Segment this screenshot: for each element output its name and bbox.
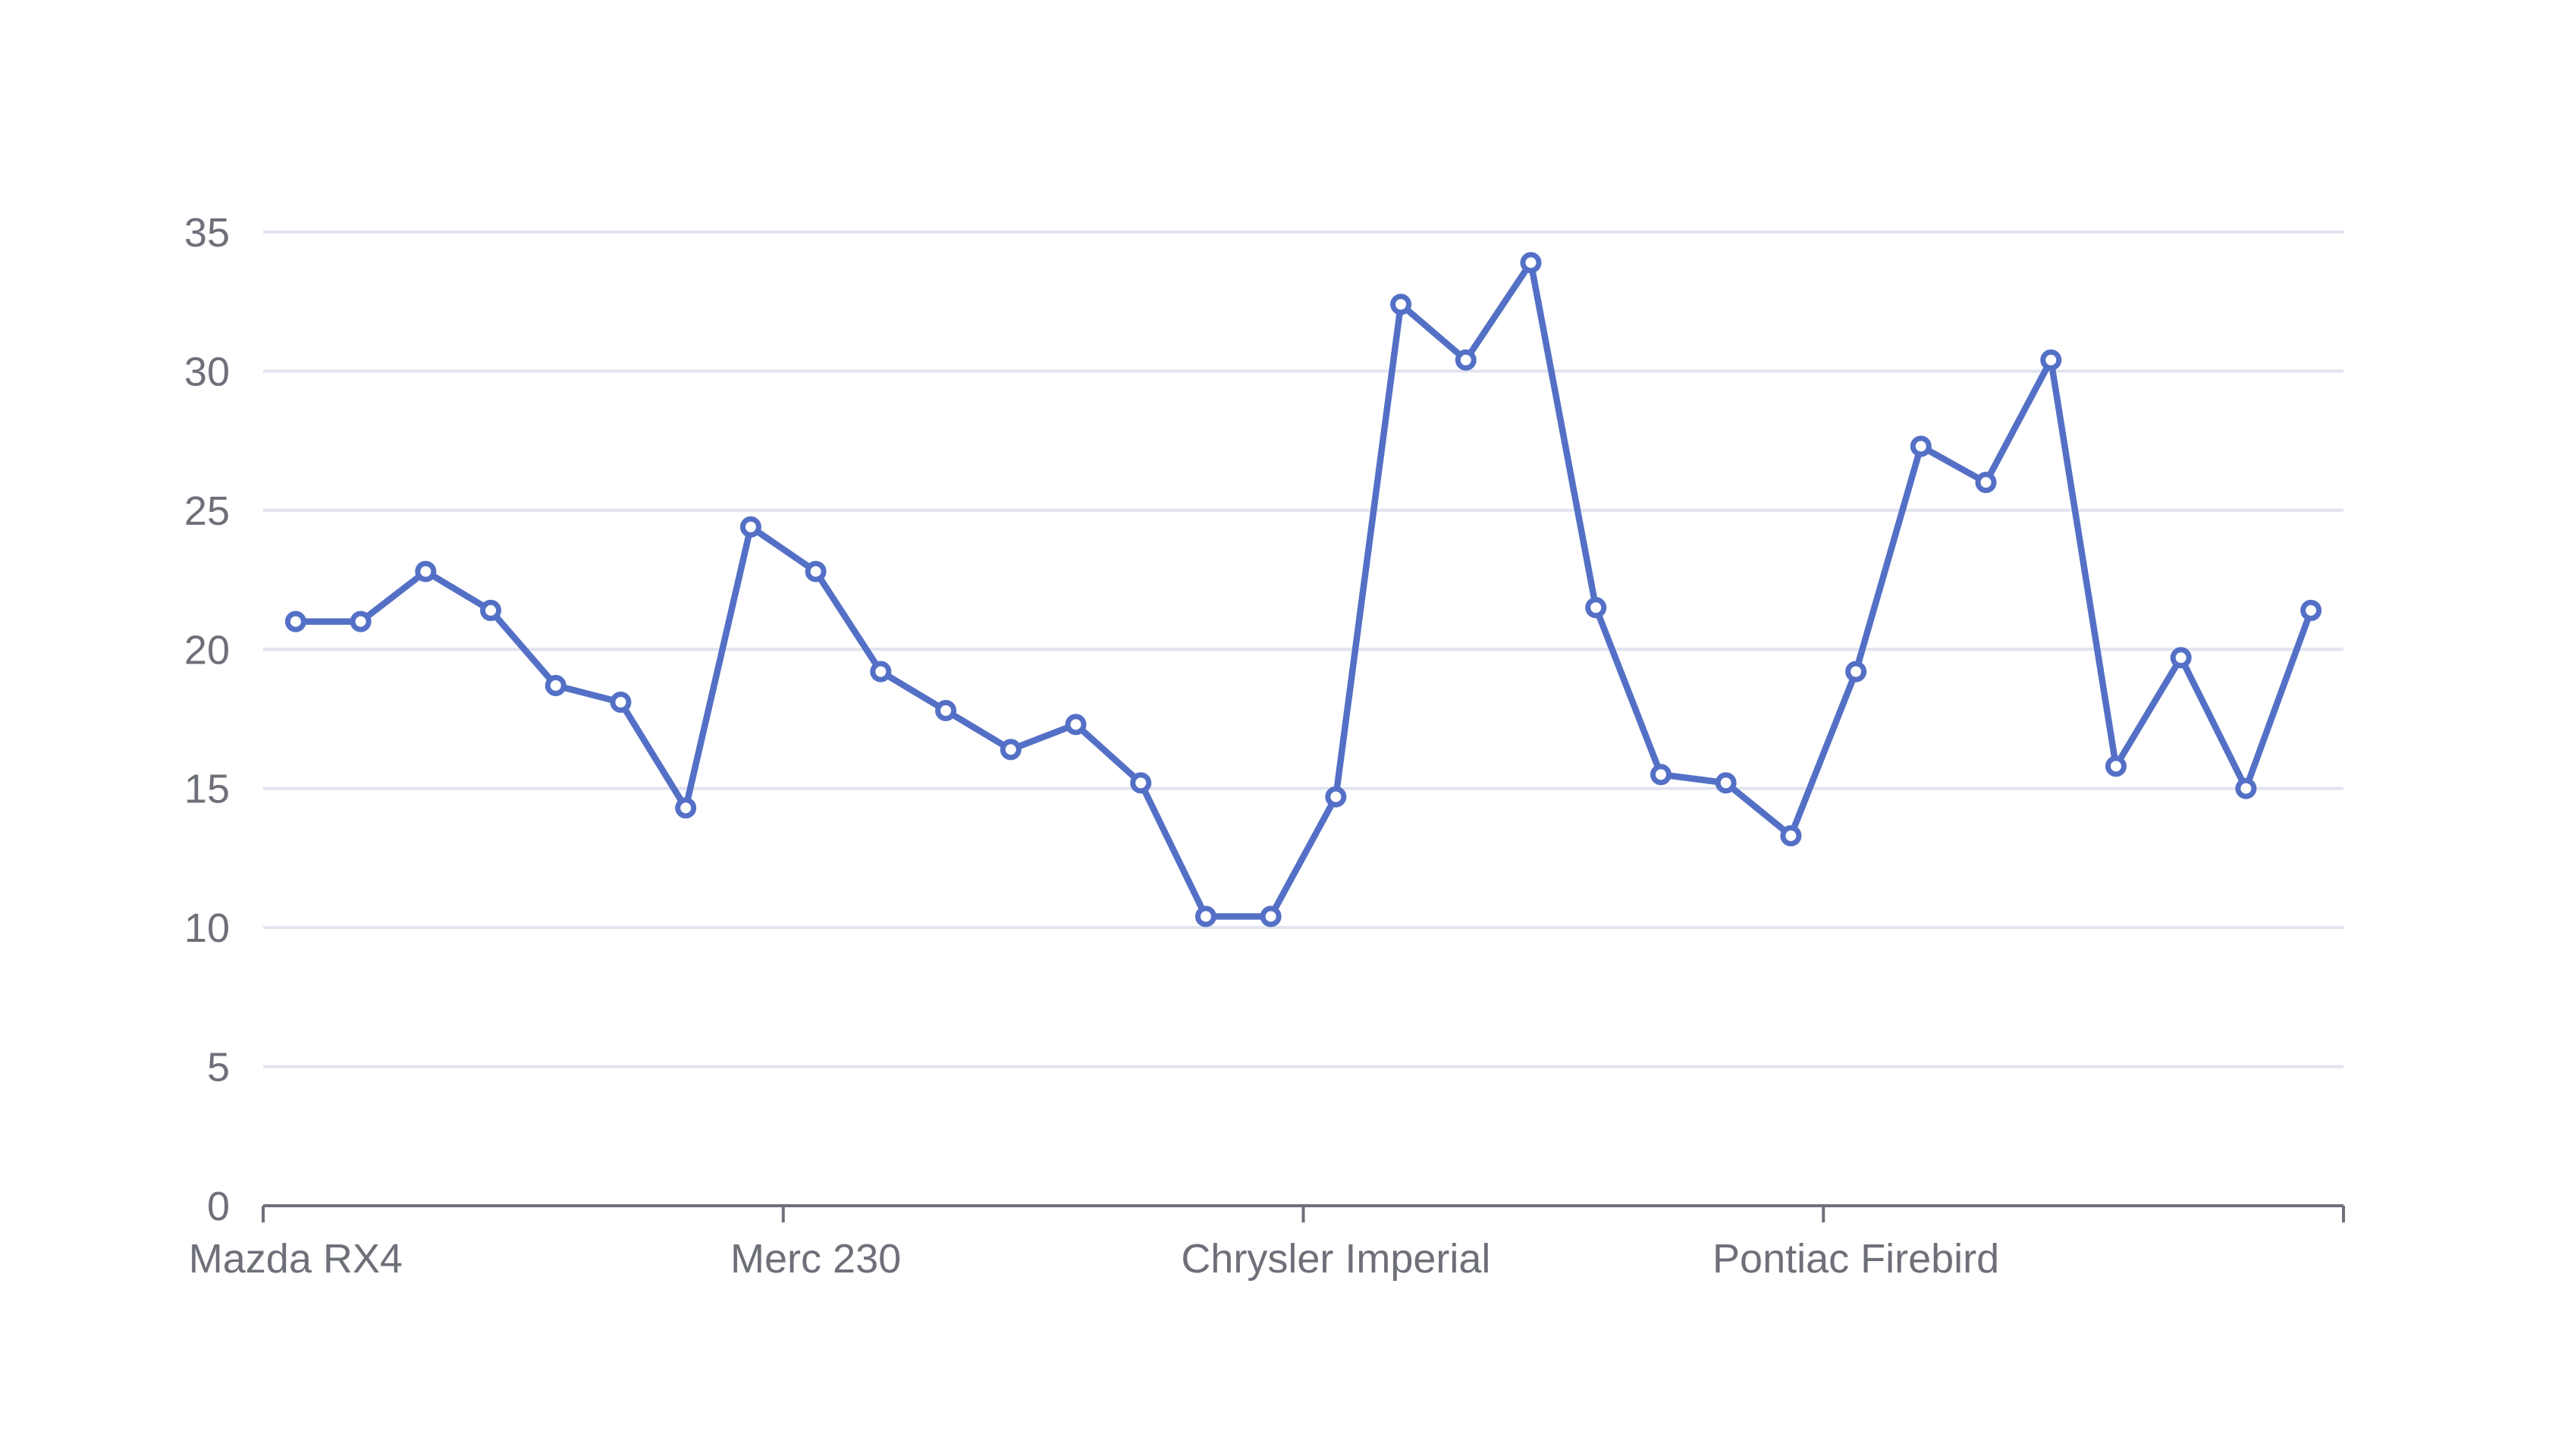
data-point-23[interactable]	[1780, 825, 1802, 847]
data-point-31[interactable]	[2300, 599, 2322, 621]
data-point-18[interactable]	[1455, 349, 1477, 371]
data-point-14[interactable]	[1194, 905, 1216, 927]
data-point-4[interactable]	[545, 674, 567, 696]
data-point-15[interactable]	[1260, 905, 1282, 927]
data-point-20[interactable]	[1585, 597, 1607, 619]
data-point-16[interactable]	[1325, 786, 1347, 808]
data-point-17[interactable]	[1390, 293, 1412, 315]
grid-lines	[263, 231, 2343, 1068]
y-tick-label-35: 35	[184, 210, 230, 256]
data-point-24[interactable]	[1845, 661, 1867, 682]
x-tick-label-3: Pontiac Firebird	[1712, 1236, 1999, 1282]
data-point-10[interactable]	[935, 699, 957, 721]
data-point-9[interactable]	[870, 661, 892, 682]
data-point-0[interactable]	[284, 610, 306, 632]
x-tick-label-2: Chrysler Imperial	[1181, 1236, 1490, 1282]
data-point-13[interactable]	[1130, 772, 1152, 794]
y-tick-label-0: 0	[207, 1184, 230, 1229]
y-tick-label-25: 25	[184, 488, 230, 534]
y-tick-label-20: 20	[184, 627, 230, 673]
data-points	[284, 252, 2322, 927]
data-point-2[interactable]	[415, 560, 437, 582]
x-tick-label-0: Mazda RX4	[189, 1236, 403, 1282]
data-point-29[interactable]	[2170, 647, 2192, 669]
data-point-12[interactable]	[1065, 714, 1087, 736]
y-axis: 0 5 10 15 20 25 30 35	[184, 210, 230, 1229]
series-mpg	[292, 259, 2315, 920]
data-point-28[interactable]	[2105, 755, 2127, 777]
data-point-1[interactable]	[350, 610, 372, 632]
series-line	[292, 259, 2315, 920]
y-tick-label-30: 30	[184, 349, 230, 394]
x-tick-label-1: Merc 230	[730, 1236, 901, 1282]
data-point-22[interactable]	[1715, 772, 1737, 794]
x-axis: Mazda RX4 Merc 230 Chrysler Imperial Pontia…	[189, 1204, 2345, 1282]
data-point-19[interactable]	[1520, 252, 1542, 274]
data-point-8[interactable]	[805, 560, 827, 582]
y-tick-label-10: 10	[184, 905, 230, 951]
y-tick-label-5: 5	[207, 1045, 230, 1090]
data-point-26[interactable]	[1975, 472, 1997, 494]
data-point-11[interactable]	[1000, 739, 1022, 761]
data-point-5[interactable]	[610, 691, 632, 713]
data-point-6[interactable]	[675, 797, 697, 819]
data-point-7[interactable]	[739, 516, 761, 538]
data-point-30[interactable]	[2235, 777, 2257, 799]
data-point-27[interactable]	[2040, 349, 2062, 371]
y-tick-label-15: 15	[184, 767, 230, 812]
data-point-21[interactable]	[1650, 764, 1672, 786]
data-point-3[interactable]	[480, 599, 502, 621]
data-point-25[interactable]	[1910, 435, 1932, 457]
